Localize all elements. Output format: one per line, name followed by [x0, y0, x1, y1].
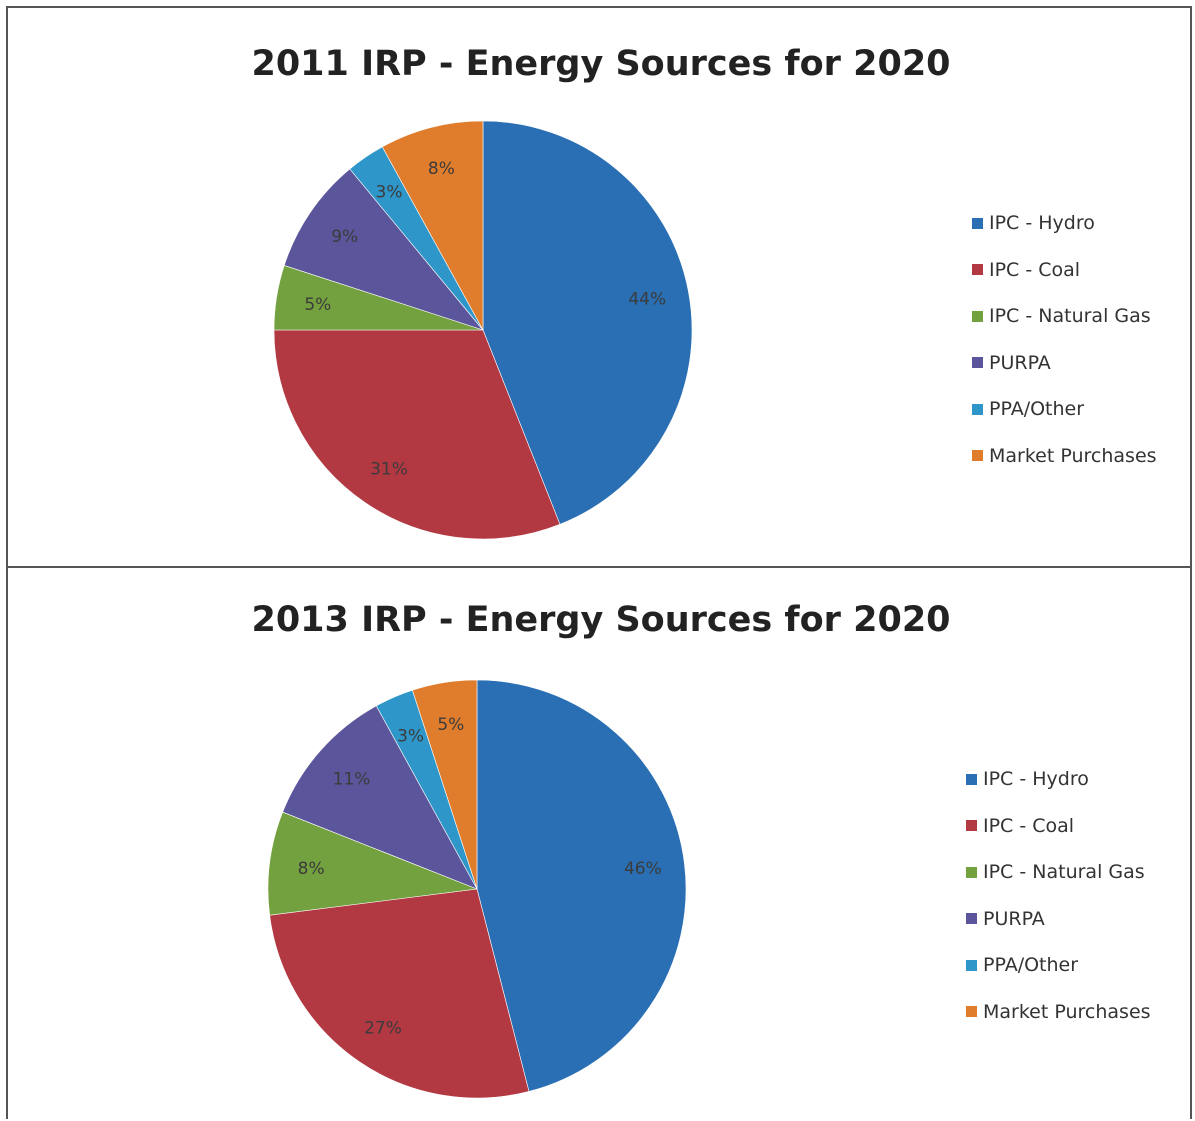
- chart-title: 2011 IRP - Energy Sources for 2020: [251, 44, 951, 84]
- legend-item: PPA/Other: [972, 386, 1157, 433]
- slice-value-label: 9%: [331, 227, 358, 247]
- legend-label: IPC - Hydro: [983, 768, 1089, 791]
- legend-swatch: [972, 264, 983, 276]
- pie-slice-market-purchases: [412, 679, 478, 890]
- legend-item: PURPA: [966, 896, 1151, 943]
- legend-swatch: [972, 217, 983, 229]
- slice-value-label: 27%: [364, 1018, 402, 1038]
- slice-value-label: 8%: [428, 159, 455, 179]
- legend-swatch: [966, 913, 977, 925]
- legend-label: PPA/Other: [983, 954, 1079, 977]
- legend-label: PURPA: [983, 907, 1045, 930]
- legend-item: IPC - Hydro: [966, 756, 1151, 803]
- legend-item: IPC - Coal: [966, 803, 1151, 850]
- legend-item: IPC - Natural Gas: [966, 849, 1151, 896]
- legend-label: PPA/Other: [989, 398, 1085, 421]
- legend-swatch: [966, 959, 977, 971]
- slice-value-label: 3%: [376, 183, 403, 203]
- legend-swatch: [966, 820, 977, 832]
- pie-slice-market-purchases: [381, 120, 484, 331]
- slice-value-label: 44%: [628, 290, 666, 310]
- legend-item: Market Purchases: [972, 433, 1157, 480]
- legend-label: IPC - Hydro: [989, 212, 1095, 235]
- legend-swatch: [972, 310, 983, 322]
- pie-slice-purpa: [283, 168, 484, 331]
- pie-slice-ipc-hydro: [476, 679, 687, 1092]
- legend-item: PPA/Other: [966, 942, 1151, 989]
- pie-chart: 46% 27% 8% 11% 3% 5%: [267, 679, 687, 1099]
- pie-slice-ipc-coal: [269, 888, 530, 1099]
- legend-item: Market Purchases: [966, 989, 1151, 1036]
- legend-label: Market Purchases: [989, 444, 1157, 467]
- pie-chart: 44% 31% 5% 9% 3% 8%: [273, 120, 693, 540]
- pie-slice-ipc-coal: [273, 329, 561, 540]
- legend-item: PURPA: [972, 340, 1157, 387]
- slice-value-label: 5%: [304, 295, 331, 315]
- chart-panel-2011: 2011 IRP - Energy Sources for 2020 44% 31…: [6, 6, 1192, 570]
- legend: IPC - Hydro IPC - Coal IPC - Natural Gas…: [966, 756, 1151, 1035]
- legend-swatch: [972, 450, 983, 462]
- legend-swatch: [972, 357, 983, 369]
- slice-value-label: 8%: [298, 859, 325, 879]
- chart-title: 2013 IRP - Energy Sources for 2020: [251, 600, 951, 640]
- legend-label: IPC - Coal: [989, 258, 1081, 281]
- legend-swatch: [966, 1006, 977, 1018]
- legend: IPC - Hydro IPC - Coal IPC - Natural Gas…: [972, 200, 1157, 479]
- legend-item: IPC - Hydro: [972, 200, 1157, 247]
- legend-label: Market Purchases: [983, 1000, 1151, 1023]
- slice-value-label: 46%: [624, 859, 662, 879]
- legend-label: IPC - Natural Gas: [983, 861, 1145, 884]
- slice-value-label: 11%: [333, 769, 371, 789]
- legend-label: IPC - Coal: [983, 814, 1075, 837]
- pie-slice-purpa: [282, 705, 478, 890]
- slice-value-label: 3%: [397, 727, 424, 747]
- legend-item: IPC - Natural Gas: [972, 293, 1157, 340]
- legend-item: IPC - Coal: [972, 247, 1157, 294]
- legend-swatch: [966, 773, 977, 785]
- slice-value-label: 31%: [370, 459, 408, 479]
- pie-slice-ipc-hydro: [482, 120, 693, 525]
- chart-panel-2013: 2013 IRP - Energy Sources for 2020 46% 27…: [6, 566, 1192, 1119]
- slice-value-label: 5%: [437, 715, 464, 735]
- legend-label: PURPA: [989, 351, 1051, 374]
- legend-label: IPC - Natural Gas: [989, 305, 1151, 328]
- pie-slice-ipc-natural-gas: [267, 811, 478, 916]
- legend-swatch: [972, 403, 983, 415]
- legend-swatch: [966, 866, 977, 878]
